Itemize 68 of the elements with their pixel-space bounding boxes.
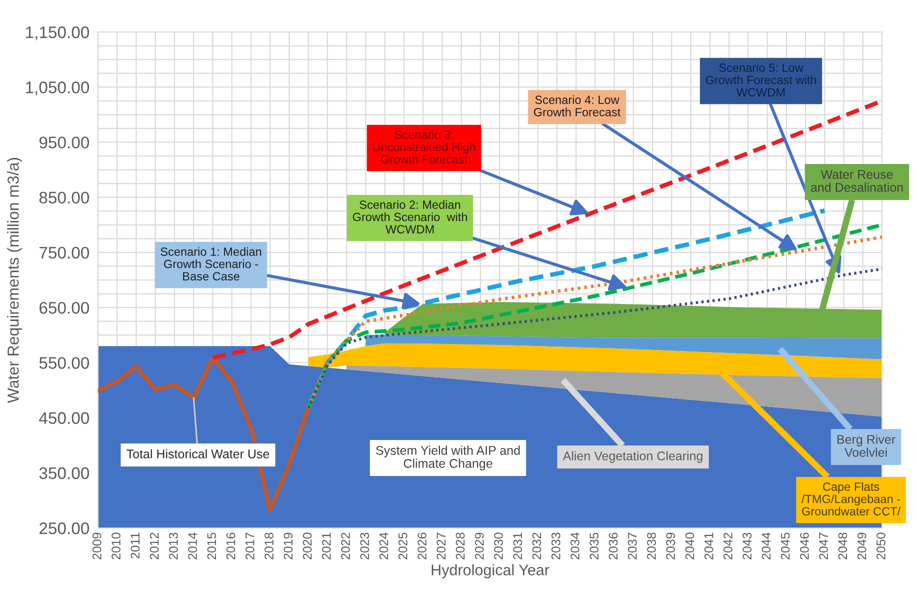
- x-tick-label: 2050: [876, 532, 886, 560]
- x-tick-label: 2049: [857, 532, 866, 560]
- x-tick-label: 2014: [188, 532, 197, 560]
- x-tick-label: 2036: [608, 532, 618, 560]
- x-tick-label: 2020: [302, 532, 312, 560]
- x-tick-label: 2048: [838, 532, 848, 560]
- line-series: [306, 268, 882, 410]
- x-tick-label: 2047: [819, 532, 828, 560]
- annotation: System Yield with AIP and Climate Change: [376, 446, 520, 470]
- line-series: [306, 208, 827, 410]
- y-tick-label: 550.00: [39, 357, 90, 369]
- x-tick-label: 2024: [379, 532, 388, 560]
- x-axis-title: Hydrological Year: [432, 564, 550, 578]
- x-tick-label: 2022: [341, 532, 350, 560]
- annotation: Scenario 1: Median Growth Scenario - Base Case: [160, 247, 262, 280]
- x-tick-label: 2012: [150, 532, 159, 560]
- y-tick-label: 850.00: [39, 192, 90, 204]
- x-tick-label: 2029: [474, 532, 484, 560]
- y-tick-label: 350.00: [39, 467, 90, 480]
- x-tick-label: 2028: [456, 532, 465, 560]
- x-tick-label: 2011: [130, 532, 140, 558]
- x-tick-label: 2037: [628, 532, 637, 560]
- annotation: Water Reuse and Desalination: [810, 170, 903, 192]
- x-tick-label: 2044: [762, 532, 771, 560]
- x-tick-label: 2040: [685, 532, 694, 560]
- x-tick-label: 2030: [494, 532, 503, 560]
- line-series: [98, 356, 310, 512]
- annotation: Cape Flats /TMG/Langebaan - Groundwater CCT/: [801, 482, 901, 516]
- x-tick-label: 2009: [92, 532, 102, 560]
- y-tick-label: 1,150.00: [26, 26, 90, 40]
- x-tick-label: 2034: [570, 532, 580, 560]
- x-tick-label: 2025: [398, 532, 408, 560]
- x-tick-label: 2038: [647, 532, 656, 560]
- y-tick-label: 1,050.00: [26, 82, 90, 96]
- x-tick-label: 2041: [704, 532, 714, 560]
- x-tick-label: 2013: [168, 532, 178, 560]
- x-tick-label: 2045: [780, 532, 790, 560]
- x-tick-label: 2046: [800, 532, 809, 560]
- y-tick-label: 950.00: [39, 136, 90, 148]
- x-tick-label: 2023: [360, 532, 370, 560]
- annotation: Berg River Voelvlei: [838, 434, 896, 457]
- y-tick-label: 250.00: [40, 522, 90, 534]
- x-tick-label: 2031: [513, 532, 522, 560]
- x-tick-label: 2016: [226, 532, 236, 560]
- x-tick-label: 2021: [322, 532, 331, 560]
- y-axis-title: Water Requirements (million m3/a): [7, 158, 22, 403]
- x-tick-label: 2010: [112, 532, 120, 560]
- x-tick-label: 2017: [245, 532, 254, 560]
- x-tick-label: 2027: [436, 532, 446, 560]
- x-tick-label: 2043: [742, 532, 752, 560]
- y-tick-label: 450.00: [39, 412, 90, 424]
- x-tick-label: 2015: [207, 532, 216, 560]
- annotation: Alien Vegetation Clearing: [562, 451, 702, 463]
- annotation: Scenario 5: Low Growth Forecast with WCWDM: [706, 63, 816, 96]
- x-tick-label: 2019: [284, 532, 293, 560]
- annotation: Scenario 4: Low Growth Forecast: [534, 95, 621, 116]
- y-tick-label: 750.00: [40, 246, 90, 259]
- annotation: Total Historical Water Use: [126, 449, 270, 458]
- annotation: Scenario 3: Unconstrained High Growth Forecast: [373, 130, 476, 164]
- x-tick-label: 2026: [418, 532, 426, 560]
- x-tick-label: 2033: [551, 532, 560, 560]
- x-tick-label: 2018: [264, 532, 274, 560]
- x-tick-label: 2035: [590, 532, 599, 560]
- x-tick-label: 2039: [666, 532, 676, 560]
- x-tick-label: 2032: [532, 532, 542, 560]
- annotation: Scenario 2: Median Growth Scenario with WCWDM: [352, 200, 467, 234]
- y-tick-label: 650.00: [40, 302, 90, 314]
- x-tick-label: 2042: [724, 532, 732, 560]
